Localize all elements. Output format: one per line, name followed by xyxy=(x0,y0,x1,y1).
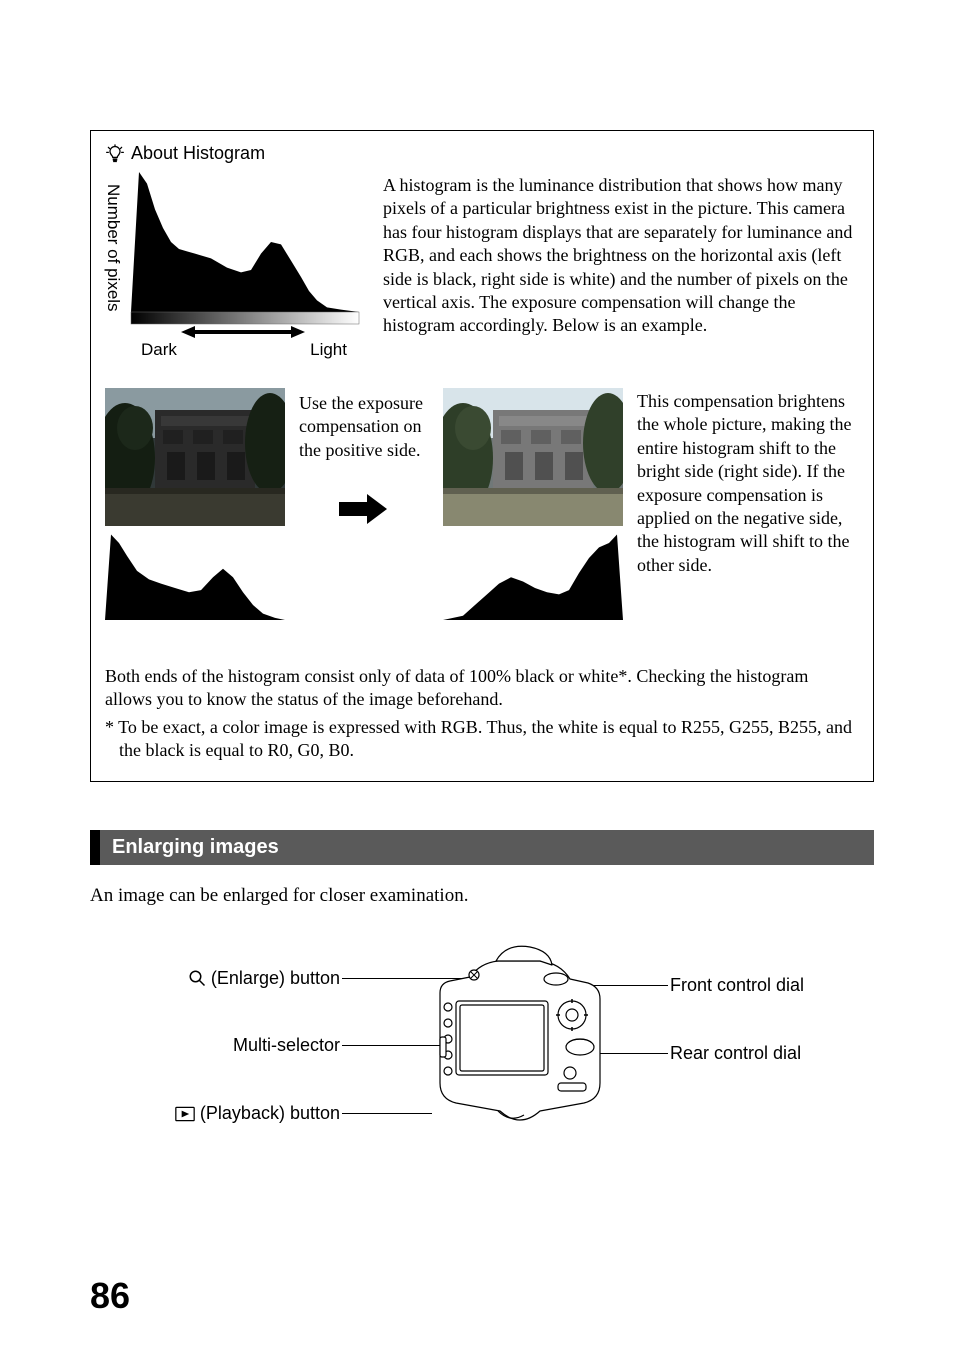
compensation-explanation: This compensation brightens the whole pi… xyxy=(637,388,859,577)
example-before xyxy=(105,388,285,625)
magnify-icon xyxy=(188,969,206,987)
exposure-guide-text: Use the exposure compensation on the pos… xyxy=(299,388,429,533)
camera-rear-illustration xyxy=(420,943,620,1133)
arrow-right-icon xyxy=(299,492,429,532)
sample-photo-dark xyxy=(105,388,285,526)
example-after xyxy=(443,388,623,625)
main-histogram-chart xyxy=(129,170,361,338)
histogram-tip-box: About Histogram Number of pixels xyxy=(90,130,874,782)
histogram-bottom-note: Both ends of the histogram consist only … xyxy=(105,665,859,712)
rgb-footnote: * To be exact, a color image is expresse… xyxy=(105,716,859,763)
label-front-control-dial: Front control dial xyxy=(670,975,804,996)
camera-controls-diagram: (Enlarge) button Multi-selector (Playbac… xyxy=(160,943,840,1173)
axis-label-light: Light xyxy=(310,340,347,360)
page-number: 86 xyxy=(90,1275,130,1317)
histogram-diagram: Number of pixels xyxy=(105,170,365,360)
playback-icon xyxy=(175,1106,195,1122)
y-axis-label: Number of pixels xyxy=(103,184,123,312)
axis-label-dark: Dark xyxy=(141,340,177,360)
section-intro-text: An image can be enlarged for closer exam… xyxy=(90,885,874,907)
sample-photo-bright xyxy=(443,388,623,526)
tip-header: About Histogram xyxy=(105,143,859,164)
mini-histogram-left xyxy=(105,530,285,620)
section-title-bar: Enlarging images xyxy=(90,830,874,865)
histogram-intro-text: A histogram is the luminance distributio… xyxy=(383,170,859,360)
mini-histogram-right xyxy=(443,530,623,620)
tip-title: About Histogram xyxy=(131,143,265,164)
label-rear-control-dial: Rear control dial xyxy=(670,1043,801,1064)
label-playback-button: (Playback) button xyxy=(130,1103,340,1124)
label-enlarge-button: (Enlarge) button xyxy=(130,968,340,989)
lightbulb-icon xyxy=(105,144,125,164)
label-multi-selector: Multi-selector xyxy=(130,1035,340,1056)
